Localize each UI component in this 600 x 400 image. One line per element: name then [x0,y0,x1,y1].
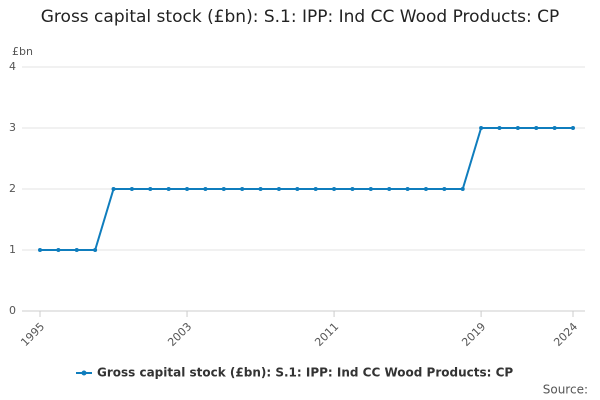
y-tick-label: 4 [9,60,16,73]
x-tick-label: 2019 [459,320,488,349]
point [368,187,373,191]
point [295,187,300,191]
point [240,187,245,191]
x-tick-label: 2011 [312,320,341,349]
y-axis-label: £bn [12,45,33,58]
point [387,187,392,191]
point [552,126,557,130]
line [40,127,573,251]
point [479,126,484,130]
point [38,248,42,252]
point [534,126,539,130]
point [166,187,171,191]
y-tick-label: 1 [9,243,16,256]
point [203,187,208,191]
point [148,187,153,191]
y-tick-label: 3 [9,121,16,134]
point [423,187,428,191]
point [515,126,520,130]
point [129,187,134,191]
x-tick-label: 1995 [18,320,47,349]
point [313,187,318,191]
point [460,187,465,191]
point [405,187,410,191]
point [442,187,447,191]
point [571,126,575,130]
point [56,248,61,252]
source: Source: [543,383,588,397]
y-tick-label: 2 [9,182,16,195]
legend-label: Gross capital stock (£bn): S.1: IPP: Ind… [97,366,513,380]
point [93,248,98,252]
x-tick-label: 2003 [165,320,194,349]
point [332,187,337,191]
point [111,187,116,191]
chart-title: Gross capital stock (£bn): S.1: IPP: Ind… [40,7,560,27]
x-tick-label: 2024 [551,320,580,349]
point [185,187,190,191]
y-tick-label: 0 [9,304,16,317]
point [497,126,502,130]
point [74,248,79,252]
point [258,187,263,191]
point [350,187,355,191]
point [221,187,226,191]
legend-marker [81,370,87,376]
point [276,187,281,191]
